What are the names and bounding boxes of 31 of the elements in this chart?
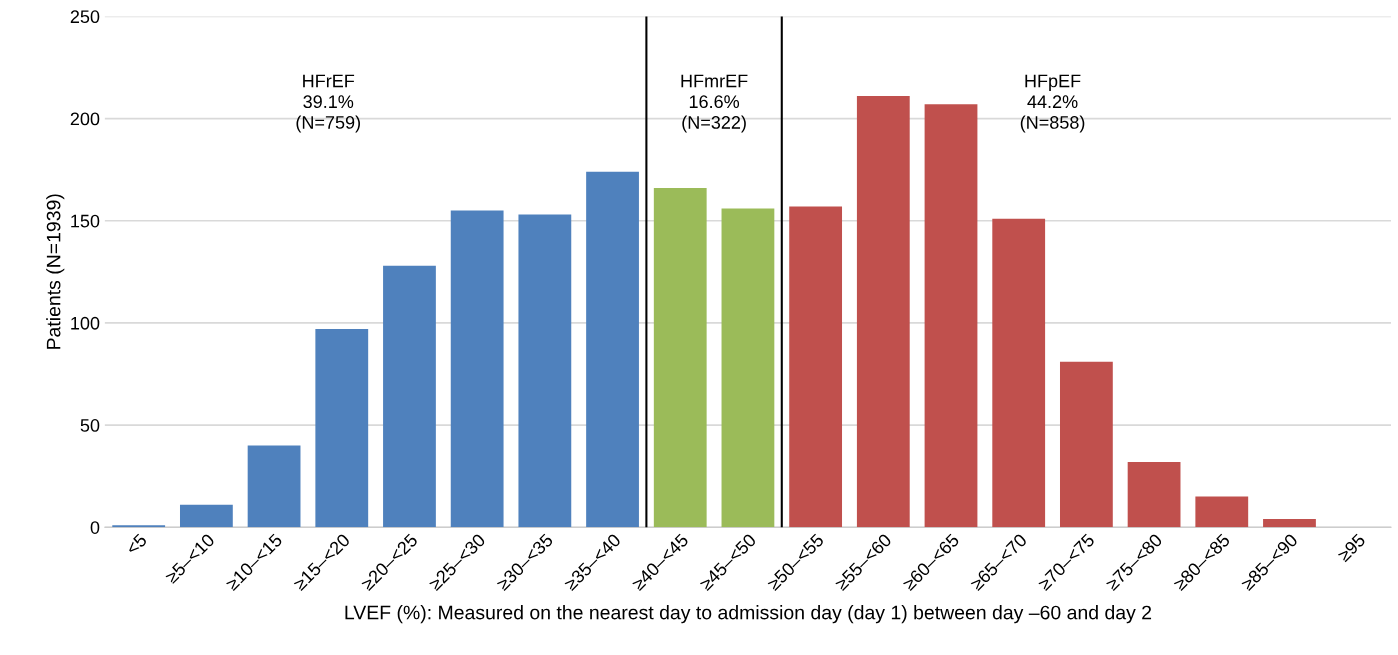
bar [450,210,504,528]
bar [383,265,436,528]
bar [586,171,639,528]
y-tick-label: 250 [70,10,100,24]
bar [789,206,843,528]
bar [247,445,301,528]
x-tick-label: ≥95 [1336,533,1367,563]
bar [179,504,233,528]
bar [653,188,707,528]
y-tick-label: 200 [70,112,100,126]
y-tick-label: 0 [90,521,100,534]
y-tick-label: 50 [80,419,100,432]
y-tick-label: 100 [71,316,100,330]
bar [924,104,978,528]
bar [1195,496,1249,528]
annotation: HFrEF 39.1% (N=759) [296,74,360,133]
annotation: HFmrEF 16.6% (N=322) [681,74,748,133]
bar [721,208,775,528]
bar [518,214,572,528]
bar [315,329,369,528]
bar [992,218,1046,528]
bar [856,96,910,528]
y-tick-label: 150 [71,214,100,228]
y-axis-title: Patients (N=1939) [46,194,65,349]
annotation: HFpEF 44.2% (N=858) [1020,74,1085,133]
bar [1059,361,1113,528]
x-axis-title: LVEF (%): Measured on the nearest day to admission day (day 1) between day –60 and day 2 [345,605,1152,624]
bar [1127,461,1181,528]
x-tick-label: <5 [125,533,148,556]
bar [112,525,166,528]
bar [1263,519,1316,528]
